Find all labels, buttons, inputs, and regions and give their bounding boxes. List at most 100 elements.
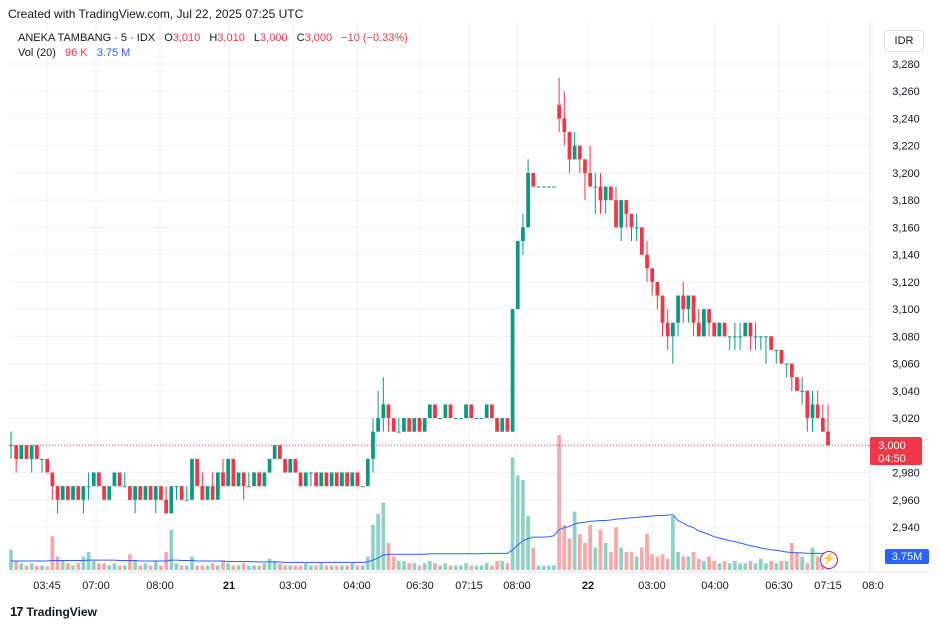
candle-body [681, 295, 686, 310]
candle-body [614, 200, 618, 228]
candle-body [665, 322, 670, 337]
volume-bar [800, 556, 805, 570]
volume-bar [624, 552, 629, 570]
candle [510, 309, 515, 432]
volume-bar [91, 561, 96, 570]
candle [629, 213, 634, 242]
candle-body [148, 486, 153, 500]
candle [153, 486, 158, 514]
candle-body [815, 404, 820, 419]
lightning-icon[interactable]: ⚡ [820, 551, 838, 569]
candle [795, 377, 799, 391]
candle [717, 322, 722, 337]
volume-bar [422, 563, 427, 570]
volume-bar [448, 565, 453, 570]
price-axis[interactable]: 2,9402,9602,9803,0003,0203,0403,0603,080… [892, 59, 920, 534]
candle [490, 404, 494, 419]
candle [148, 486, 153, 500]
volume-bar [314, 565, 318, 570]
candle [608, 186, 613, 201]
volume-bar [515, 475, 520, 570]
volume-bar [784, 561, 789, 570]
open-value: 3,010 [172, 32, 201, 44]
candle [567, 132, 572, 173]
candle [159, 486, 163, 500]
candle [298, 472, 303, 487]
candle [288, 458, 293, 473]
candle [334, 472, 339, 487]
volume-bar [815, 556, 820, 570]
volume-bar [386, 543, 391, 570]
candle-body [743, 322, 748, 337]
candle-body [128, 486, 132, 500]
volume-bar [241, 563, 246, 570]
volume-bar [334, 565, 339, 570]
volume-bar [210, 563, 215, 570]
candle-body [355, 472, 360, 487]
candle-body [215, 472, 220, 500]
volume-bar [443, 563, 448, 570]
candle-body [81, 486, 86, 500]
volume-bar [484, 563, 489, 570]
candle-body [722, 322, 727, 337]
volume-bar [707, 556, 711, 570]
volume-bar [60, 561, 65, 570]
candle-body [805, 390, 810, 419]
volume-bar [283, 565, 287, 570]
open-label: O [164, 32, 173, 44]
candle-body [391, 418, 396, 432]
currency-button[interactable]: IDR [884, 30, 924, 52]
candle-body [112, 472, 117, 487]
time-axis[interactable]: 03:45 07:00 08:00 21 03:00 04:00 06:30 07:15 08:… [33, 580, 883, 592]
candle-body [376, 418, 380, 432]
y-tick-label: 3,040 [892, 386, 920, 398]
candle-body [764, 336, 768, 338]
candle [588, 145, 593, 187]
high-label: H [209, 32, 218, 44]
candle-body [371, 431, 375, 459]
volume-bar [588, 525, 593, 570]
volume-bar [76, 563, 81, 570]
volume-bar [474, 565, 479, 570]
volume-bar [107, 565, 112, 570]
candle [660, 295, 665, 337]
candlesticks [9, 77, 830, 514]
candle-body [102, 486, 106, 500]
volume-ma-tag: 3.75M [885, 549, 929, 564]
candle [624, 200, 629, 228]
volume-bar [293, 565, 298, 570]
candle [195, 458, 200, 487]
candle-body [319, 472, 324, 487]
candle-body [195, 458, 200, 487]
volume-bar [536, 565, 541, 570]
volume-bar [769, 561, 773, 570]
volume-bar [438, 565, 443, 570]
candle [319, 472, 324, 487]
candle [707, 309, 711, 337]
candle-body [159, 486, 163, 500]
candle [34, 445, 39, 459]
volume-bar [29, 563, 34, 570]
tradingview-wordmark: TradingView [26, 604, 97, 619]
candle-body [153, 486, 158, 500]
candle-body [402, 418, 406, 432]
volume-bar [190, 556, 194, 570]
candle-body [567, 132, 572, 160]
volume-bar [655, 556, 660, 570]
candle-body [536, 186, 541, 188]
candle [138, 486, 143, 500]
volume-bar [102, 563, 106, 570]
candle-body [500, 418, 505, 432]
symbol-name[interactable]: ANEKA TAMBANG · 5 · IDX [18, 32, 156, 44]
candle [681, 281, 686, 323]
volume-bar [634, 556, 639, 570]
candle [453, 418, 458, 420]
candle [634, 213, 639, 242]
candle [293, 458, 298, 473]
candle-body [205, 486, 210, 500]
volume-bar [753, 563, 758, 570]
volume-label[interactable]: Vol (20) [18, 47, 56, 59]
candle [500, 418, 505, 432]
volume-bar [603, 543, 608, 570]
